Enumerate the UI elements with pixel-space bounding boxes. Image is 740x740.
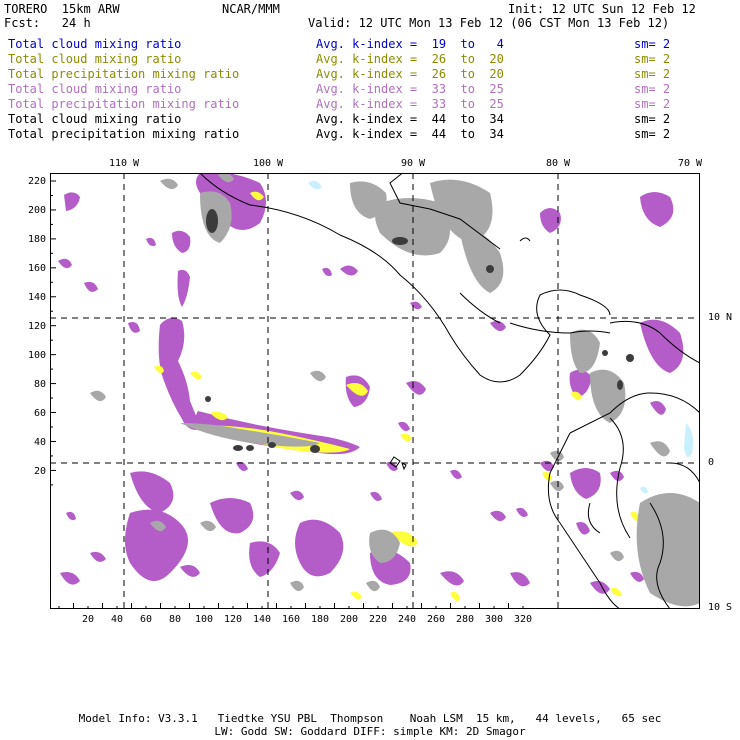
legend-sm: sm= 2 bbox=[634, 37, 671, 51]
legend-row: Total precipitation mixing ratio Avg. k-i… bbox=[0, 67, 740, 82]
model-info: Model Info: V3.3.1 Tiedtke YSU PBL Thomp… bbox=[78, 712, 662, 725]
legend-label: Total cloud mixing ratio bbox=[8, 37, 182, 51]
forecast-hour: Fcst: 24 h bbox=[4, 16, 91, 30]
x-tick-label: 320 bbox=[513, 614, 533, 625]
x-tick-label: 160 bbox=[281, 614, 301, 625]
legend-kindex: Avg. k-index = 26 to 20 bbox=[316, 67, 504, 81]
legend-label: Total cloud mixing ratio bbox=[8, 82, 182, 96]
longitude-label: 110 W bbox=[108, 158, 140, 169]
legend-row: Total precipitation mixing ratio Avg. k-i… bbox=[0, 97, 740, 112]
longitude-label: 70 W bbox=[677, 158, 703, 169]
legend-label: Total precipitation mixing ratio bbox=[8, 67, 240, 81]
grid-lines bbox=[50, 173, 700, 609]
x-tick-label: 220 bbox=[368, 614, 388, 625]
x-tick-label: 240 bbox=[397, 614, 417, 625]
latitude-label: 10 S bbox=[708, 602, 733, 613]
longitude-label: 90 W bbox=[400, 158, 426, 169]
tick-marks bbox=[50, 180, 524, 609]
x-tick-label: 40 bbox=[110, 614, 124, 625]
legend-label: Total precipitation mixing ratio bbox=[8, 127, 240, 141]
legend-sm: sm= 2 bbox=[634, 52, 671, 66]
init-time: Init: 12 UTC Sun 12 Feb 12 bbox=[508, 2, 696, 16]
legend-sm: sm= 2 bbox=[634, 127, 671, 141]
x-tick-label: 100 bbox=[194, 614, 214, 625]
legend-kindex: Avg. k-index = 19 to 4 bbox=[316, 37, 504, 51]
x-tick-label: 140 bbox=[252, 614, 272, 625]
coastlines bbox=[199, 173, 700, 609]
x-tick-label: 120 bbox=[223, 614, 243, 625]
legend-label: Total cloud mixing ratio bbox=[8, 52, 182, 66]
latitude-label: 0 bbox=[708, 457, 715, 468]
legend-row: Total cloud mixing ratio Avg. k-index = 2… bbox=[0, 52, 740, 67]
legend-sm: sm= 2 bbox=[634, 82, 671, 96]
x-tick-label: 180 bbox=[310, 614, 330, 625]
legend-sm: sm= 2 bbox=[634, 67, 671, 81]
y-tick-label: 220 bbox=[27, 176, 46, 187]
longitude-label: 80 W bbox=[545, 158, 571, 169]
map-frame bbox=[50, 173, 700, 609]
latitude-label: 10 N bbox=[708, 312, 733, 323]
model-title: TORERO 15km ARW bbox=[4, 2, 120, 16]
legend-sm: sm= 2 bbox=[634, 112, 671, 126]
legend-kindex: Avg. k-index = 44 to 34 bbox=[316, 127, 504, 141]
x-tick-label: 80 bbox=[168, 614, 182, 625]
x-tick-label: 300 bbox=[484, 614, 504, 625]
legend-row: Total precipitation mixing ratio Avg. k-i… bbox=[0, 127, 740, 142]
valid-time: Valid: 12 UTC Mon 13 Feb 12 (06 CST Mon … bbox=[308, 16, 670, 30]
y-tick-label: 80 bbox=[33, 378, 46, 390]
x-tick-label: 20 bbox=[81, 614, 95, 625]
purple-shading bbox=[58, 173, 684, 594]
legend-row: Total cloud mixing ratio Avg. k-index = 3… bbox=[0, 82, 740, 97]
y-tick-label: 60 bbox=[33, 407, 46, 419]
y-tick-label: 140 bbox=[27, 291, 46, 303]
legend-sm: sm= 2 bbox=[634, 97, 671, 111]
x-tick-label: 280 bbox=[455, 614, 475, 625]
legend-label: Total cloud mixing ratio bbox=[8, 112, 182, 126]
y-tick-label: 100 bbox=[27, 349, 46, 361]
y-tick-label: 40 bbox=[33, 436, 46, 448]
y-tick-label: 120 bbox=[27, 320, 46, 332]
x-tick-label: 260 bbox=[426, 614, 446, 625]
legend-row: Total cloud mixing ratio Avg. k-index = 1… bbox=[0, 37, 740, 52]
y-tick-label: 20 bbox=[33, 465, 46, 477]
physics-info: LW: Godd SW: Goddard DIFF: simple KM: 2D… bbox=[214, 725, 526, 738]
legend-kindex: Avg. k-index = 26 to 20 bbox=[316, 52, 504, 66]
y-tick-label: 200 bbox=[27, 204, 46, 216]
map-plot bbox=[50, 173, 700, 609]
y-tick-label: 180 bbox=[27, 233, 46, 245]
legend-kindex: Avg. k-index = 33 to 25 bbox=[316, 82, 504, 96]
legend-kindex: Avg. k-index = 44 to 34 bbox=[316, 112, 504, 126]
longitude-label: 100 W bbox=[252, 158, 284, 169]
x-tick-label: 60 bbox=[139, 614, 153, 625]
legend-row: Total cloud mixing ratio Avg. k-index = 4… bbox=[0, 112, 740, 127]
dark-cores bbox=[205, 209, 634, 453]
legend-label: Total precipitation mixing ratio bbox=[8, 97, 240, 111]
x-tick-label: 200 bbox=[339, 614, 359, 625]
y-tick-label: 160 bbox=[27, 262, 46, 274]
light-blue-shading bbox=[308, 180, 694, 494]
organization: NCAR/MMM bbox=[222, 2, 280, 16]
legend-kindex: Avg. k-index = 33 to 25 bbox=[316, 97, 504, 111]
